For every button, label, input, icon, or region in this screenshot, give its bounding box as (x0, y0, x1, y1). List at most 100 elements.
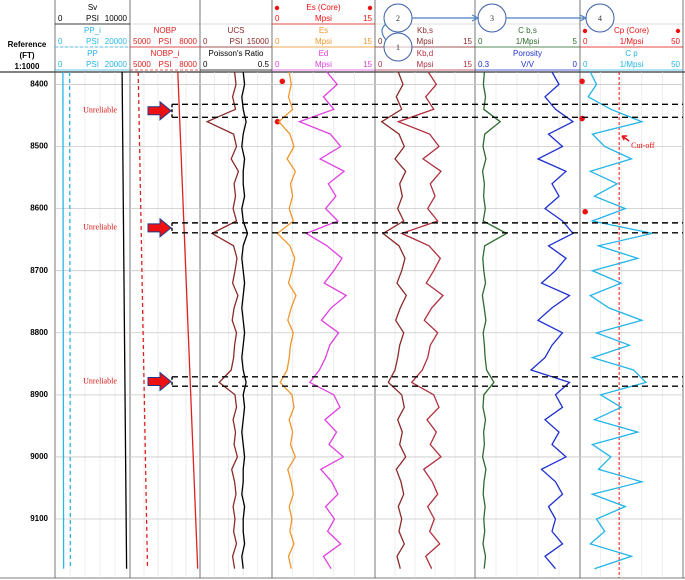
core-point (274, 118, 281, 125)
scale-max: 15 (463, 37, 472, 46)
scale-min: 0 (58, 37, 63, 46)
scale-max: 15000 (247, 37, 270, 46)
log-curve (587, 71, 653, 570)
legend-dot (274, 5, 280, 11)
step-number: 4 (598, 14, 602, 23)
cutoff-label: Cut-off (631, 141, 655, 150)
scale-max: 8000 (179, 37, 197, 46)
log-curve (177, 71, 199, 569)
scale-min: 5000 (133, 60, 151, 69)
scale-unit: PSI (159, 37, 172, 46)
legend-dot (582, 28, 588, 34)
log-curve (205, 71, 240, 569)
curve-name: Cp (Core) (614, 26, 649, 35)
curve-name: Poisson's Ratio (209, 49, 264, 58)
scale-unit: PSI (86, 14, 99, 23)
scale-min: 0 (478, 37, 483, 46)
step-number: 2 (396, 14, 400, 23)
curve-name: Porosity (513, 49, 542, 58)
curve-name: NOBP_i (151, 49, 180, 58)
scale-min: 0 (58, 14, 63, 23)
scale-max: 15 (363, 60, 372, 69)
log-curve (481, 71, 508, 569)
scale-unit: 1/Mpsi (516, 37, 540, 46)
scale-unit: PSI (86, 60, 99, 69)
depth-tick-label: 8600 (30, 204, 48, 213)
curve-name: Ed (319, 49, 329, 58)
log-curve (529, 71, 575, 570)
scale-min: 0 (583, 60, 588, 69)
scale-unit: PSI (159, 60, 172, 69)
scale-min: 0 (203, 60, 208, 69)
scale-max: 15 (463, 60, 472, 69)
depth-title: (FT) (19, 51, 34, 60)
zone-arrow (147, 100, 172, 121)
cutoff-arrow (621, 135, 630, 142)
curve-name: NOBP (154, 26, 177, 35)
depth-title: 1:1000 (15, 62, 40, 71)
scale-max: 10000 (105, 14, 128, 23)
core-point (279, 78, 286, 85)
zone-arrow (147, 371, 172, 392)
scale-unit: Mpsi (315, 14, 332, 23)
log-curve (396, 71, 444, 569)
zone-label: Unreliable (83, 376, 117, 385)
curve-name: Kb,s (417, 26, 433, 35)
zone-label: Unreliable (83, 223, 117, 232)
scale-unit: 1/Mpsi (620, 60, 644, 69)
curve-name: UCS (228, 26, 245, 35)
scale-min: 0 (58, 60, 63, 69)
depth-title: Reference (8, 40, 47, 49)
step-arrow (412, 14, 480, 22)
step-number: 1 (396, 43, 400, 52)
depth-tick-label: 8900 (30, 390, 48, 399)
scale-max: 20000 (105, 60, 128, 69)
core-point (582, 208, 588, 215)
curve-name: PP_i (84, 26, 101, 35)
log-curve (68, 71, 72, 569)
curve-name: Es (Core) (306, 3, 341, 12)
legend-dot (367, 5, 373, 11)
curve-name: Es (319, 26, 328, 35)
log-curve (62, 71, 65, 569)
scale-min: 0.3 (478, 60, 490, 69)
scale-min: 0 (275, 14, 280, 23)
step-number: 3 (490, 14, 494, 23)
scale-unit: Mpsi (315, 37, 332, 46)
log-curve (297, 71, 348, 570)
scale-max: 20000 (105, 37, 128, 46)
scale-max: 50 (671, 60, 680, 69)
log-curve (137, 71, 149, 569)
core-point (579, 115, 585, 122)
step-arrow (381, 23, 399, 41)
scale-min: 0 (275, 60, 280, 69)
zone-label: Unreliable (83, 106, 117, 115)
scale-unit: V/V (521, 60, 535, 69)
depth-tick-label: 8800 (30, 328, 48, 337)
curve-name: PP (87, 49, 98, 58)
scale-unit: Mpsi (417, 60, 434, 69)
scale-max: 8000 (179, 60, 197, 69)
scale-min: 0 (378, 37, 383, 46)
depth-tick-label: 9100 (30, 514, 48, 523)
scale-min: 0 (583, 37, 588, 46)
core-point (579, 78, 585, 85)
curve-name: Kb,d (417, 49, 433, 58)
scale-max: 50 (671, 37, 680, 46)
scale-max: 0 (573, 60, 578, 69)
scale-min: 0 (203, 37, 208, 46)
log-curve (276, 71, 297, 569)
log-curve (241, 71, 249, 569)
curve-name: C p (625, 49, 638, 58)
scale-unit: PSI (86, 37, 99, 46)
scale-unit: 1/Mpsi (620, 37, 644, 46)
scale-unit: Mpsi (315, 60, 332, 69)
scale-max: 5 (573, 37, 578, 46)
step-arrow (506, 14, 588, 22)
depth-tick-label: 8500 (30, 142, 48, 151)
scale-unit: Mpsi (417, 37, 434, 46)
depth-tick-label: 8700 (30, 266, 48, 275)
scale-max: 15 (363, 37, 372, 46)
scale-min: 0 (275, 37, 280, 46)
scale-min: 5000 (133, 37, 151, 46)
